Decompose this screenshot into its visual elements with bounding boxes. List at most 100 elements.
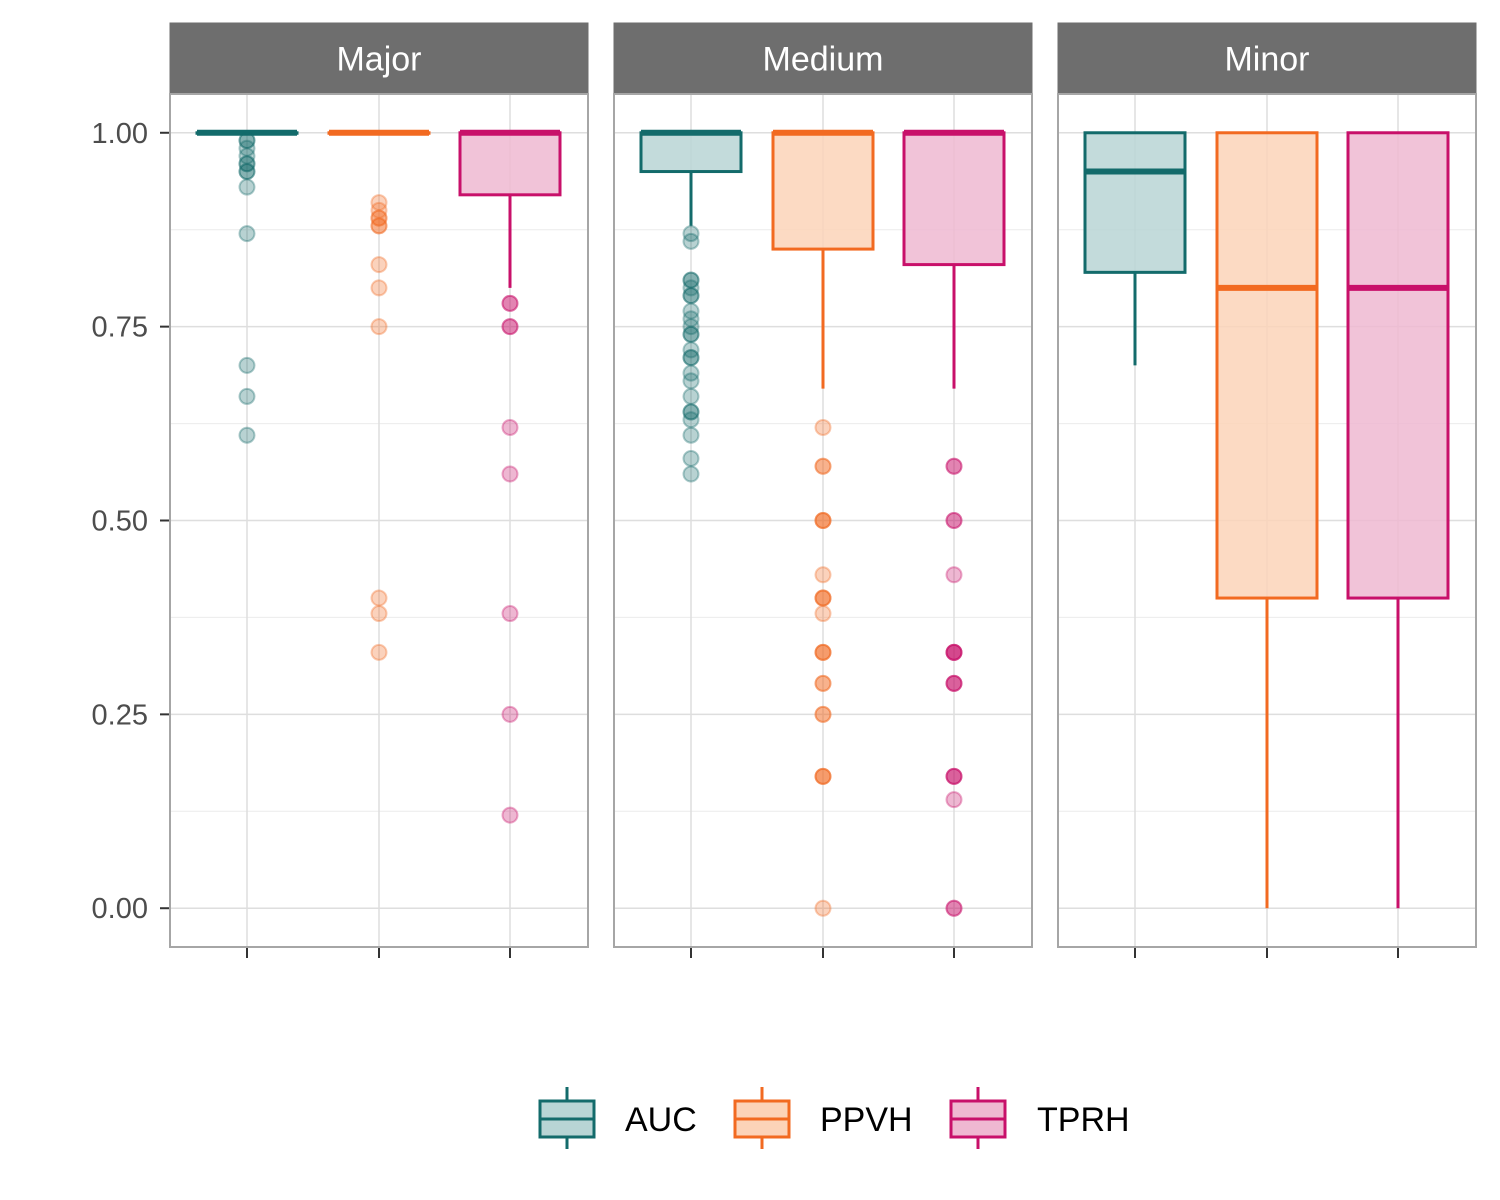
legend-item-tprh: TPRH	[949, 1087, 1130, 1149]
legend-label: AUC	[625, 1101, 697, 1139]
outlier-point	[238, 163, 256, 181]
outlier-point	[682, 302, 700, 320]
y-tick-label: 1.00	[92, 118, 148, 150]
outlier-point	[945, 512, 963, 529]
outlier-point	[501, 294, 519, 312]
y-tick-label: 0.25	[92, 699, 148, 731]
outlier-point	[238, 155, 256, 173]
box-medium-tprh	[902, 129, 1006, 917]
outlier-point	[238, 426, 256, 444]
facet-strip	[613, 22, 1033, 95]
outlier-point	[501, 605, 519, 623]
outlier-point	[682, 465, 700, 483]
y-tick-label: 0.50	[92, 506, 148, 538]
outlier-point	[238, 147, 256, 165]
outlier-point	[238, 387, 256, 405]
outlier-point	[370, 256, 388, 274]
outlier-point	[501, 465, 519, 483]
outlier-point	[814, 705, 832, 723]
outlier-point	[682, 287, 700, 305]
outlier-point	[814, 589, 832, 607]
outlier-point	[945, 899, 963, 917]
outlier-point	[238, 132, 256, 150]
box-iqr	[1215, 131, 1319, 600]
facet-strip	[1057, 22, 1477, 95]
legend-label: TPRH	[1037, 1101, 1130, 1139]
facet-strip-label: Major	[336, 41, 421, 79]
outlier-point	[682, 426, 700, 444]
outlier-point	[501, 418, 519, 436]
outlier-point	[370, 589, 388, 607]
outlier-point	[682, 449, 700, 467]
outlier-point	[814, 674, 832, 692]
outlier-point	[370, 201, 388, 219]
outlier-point	[814, 566, 832, 584]
outlier-point	[682, 279, 700, 297]
outlier-point	[682, 403, 700, 421]
outlier-point	[501, 705, 519, 723]
outlier-point	[814, 457, 832, 475]
box-medium-ppvh	[771, 129, 875, 917]
outlier-point	[814, 767, 832, 785]
outlier-point	[682, 364, 700, 382]
outlier-point	[814, 589, 832, 607]
outlier-point	[945, 767, 963, 785]
outlier-point	[814, 418, 832, 436]
facet-panels: Major Medium Minor	[169, 22, 1477, 958]
outlier-point	[682, 387, 700, 405]
outlier-point	[682, 325, 700, 343]
outlier-point	[370, 194, 388, 212]
outlier-point	[945, 457, 963, 475]
outlier-point	[814, 705, 832, 723]
outlier-point	[238, 139, 256, 157]
outlier-point	[814, 899, 832, 917]
outlier-point	[945, 643, 963, 661]
facet-strip	[169, 22, 589, 95]
box-minor-ppvh	[1215, 131, 1319, 909]
outlier-point	[370, 209, 388, 227]
box-iqr	[1083, 131, 1187, 274]
box-iqr	[639, 131, 743, 174]
outlier-point	[945, 643, 963, 661]
outlier-point	[945, 674, 963, 692]
outlier-point	[814, 605, 832, 623]
outlier-point	[682, 341, 700, 359]
outlier-point	[945, 674, 963, 692]
outlier-point	[945, 767, 963, 785]
outlier-point	[238, 356, 256, 374]
outlier-point	[945, 566, 963, 584]
box-medium-auc	[639, 129, 743, 483]
facet-panel-major: Major	[169, 22, 589, 958]
box-major-auc	[195, 129, 299, 444]
outlier-point	[814, 674, 832, 692]
outlier-point	[682, 349, 700, 367]
outlier-point	[945, 512, 963, 529]
outlier-point	[814, 643, 832, 661]
outlier-point	[682, 271, 700, 289]
facet-panel-minor: Minor	[1057, 22, 1477, 958]
outlier-point	[501, 294, 519, 312]
outlier-point	[238, 132, 256, 150]
outlier-point	[945, 899, 963, 917]
panel-border	[1057, 93, 1477, 948]
outlier-point	[501, 318, 519, 336]
outlier-point	[238, 178, 256, 196]
outlier-point	[682, 225, 700, 243]
box-iqr	[771, 131, 875, 251]
outlier-point	[370, 209, 388, 227]
outlier-point	[945, 674, 963, 692]
outlier-point	[370, 217, 388, 235]
box-major-tprh	[458, 129, 562, 824]
outlier-point	[945, 791, 963, 809]
legend-label: PPVH	[820, 1101, 913, 1139]
outlier-point	[945, 767, 963, 785]
outlier-point	[814, 457, 832, 475]
outlier-point	[682, 325, 700, 343]
outlier-point	[238, 155, 256, 173]
outlier-point	[370, 605, 388, 623]
legend-item-ppvh: PPVH	[733, 1087, 913, 1149]
outlier-point	[238, 225, 256, 243]
outlier-point	[682, 411, 700, 429]
facet-panel-medium: Medium	[613, 22, 1033, 958]
